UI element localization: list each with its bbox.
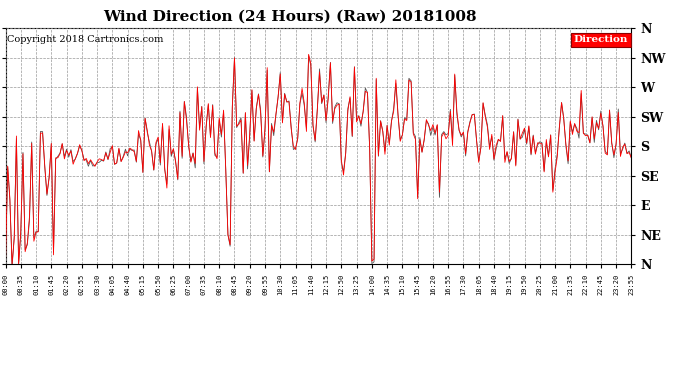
Text: Copyright 2018 Cartronics.com: Copyright 2018 Cartronics.com	[7, 35, 163, 44]
Text: Wind Direction (24 Hours) (Raw) 20181008: Wind Direction (24 Hours) (Raw) 20181008	[103, 9, 477, 23]
Text: Direction: Direction	[574, 35, 628, 44]
